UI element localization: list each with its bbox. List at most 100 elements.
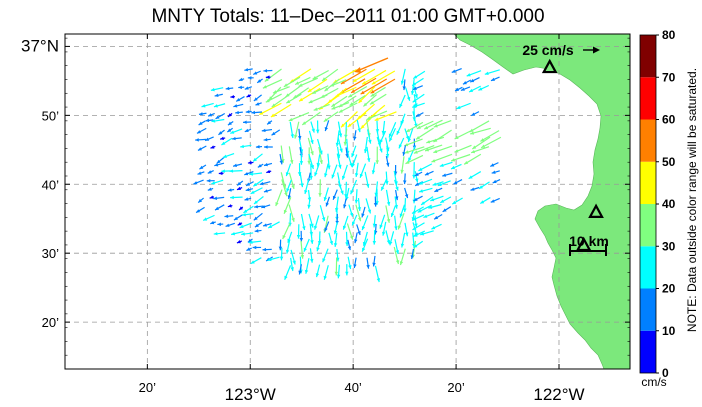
current-vector xyxy=(337,121,343,138)
current-vector xyxy=(231,230,244,236)
current-vector xyxy=(454,86,463,92)
current-vector xyxy=(253,70,261,75)
current-vector xyxy=(262,247,272,252)
current-vector xyxy=(366,146,371,162)
current-vector xyxy=(239,222,252,229)
current-vector xyxy=(222,153,235,159)
current-vector xyxy=(343,198,347,209)
current-vector xyxy=(210,220,216,225)
current-vector xyxy=(450,163,462,170)
plot-frame xyxy=(64,33,631,370)
current-vector xyxy=(218,171,224,176)
current-vector xyxy=(343,128,348,146)
current-vector xyxy=(336,153,342,169)
current-vector xyxy=(347,112,367,128)
current-vector xyxy=(451,197,463,205)
current-vector xyxy=(413,195,423,202)
current-vector xyxy=(357,198,362,211)
current-vector xyxy=(410,78,415,95)
current-vector xyxy=(307,78,328,93)
current-vector xyxy=(318,146,323,165)
current-vector xyxy=(323,265,329,280)
current-vector xyxy=(331,164,338,179)
current-vector xyxy=(247,160,254,165)
current-vector xyxy=(271,129,281,136)
current-vector xyxy=(353,130,357,141)
current-vector xyxy=(340,68,367,85)
current-vector xyxy=(288,204,295,222)
current-vector xyxy=(290,249,296,265)
current-vector xyxy=(451,68,462,74)
current-vector xyxy=(333,222,338,235)
current-vector xyxy=(230,95,235,99)
current-vector xyxy=(468,85,481,93)
current-vector xyxy=(404,187,409,199)
colorbar-tick-label: 40 xyxy=(662,197,676,211)
current-vector xyxy=(329,79,347,87)
coastline-land xyxy=(453,34,630,369)
current-vector xyxy=(323,111,339,123)
current-vector xyxy=(405,87,411,101)
current-vector xyxy=(399,94,406,108)
current-vector xyxy=(299,153,304,165)
current-vector xyxy=(300,213,306,231)
current-vector xyxy=(211,118,225,123)
current-vector xyxy=(250,257,262,265)
current-vector xyxy=(249,172,263,176)
speed-legend: 25 cm/s xyxy=(522,42,600,58)
current-vector xyxy=(379,214,386,229)
current-vector xyxy=(313,215,320,230)
current-vector xyxy=(254,221,263,228)
current-vector xyxy=(367,129,372,144)
current-vector xyxy=(370,86,386,98)
current-vector xyxy=(439,161,453,167)
current-vector xyxy=(294,121,300,139)
current-vector xyxy=(417,204,432,213)
current-vector xyxy=(490,197,500,203)
current-vector xyxy=(405,154,424,165)
current-vector xyxy=(418,187,433,193)
current-vector xyxy=(204,136,214,142)
current-vector xyxy=(230,195,243,200)
current-vector xyxy=(360,111,378,130)
current-vector xyxy=(484,69,500,75)
current-vector xyxy=(245,110,252,114)
current-vector xyxy=(405,121,424,133)
current-vector xyxy=(215,112,226,120)
current-vector xyxy=(394,179,399,191)
current-vector xyxy=(400,232,406,248)
latitude-labels: 37°N 50’ 40’ 30’ 20’ xyxy=(21,36,59,330)
current-vector xyxy=(492,179,501,184)
current-vector xyxy=(361,215,369,231)
current-vector xyxy=(285,239,291,254)
current-vector xyxy=(263,69,273,73)
current-vector xyxy=(337,137,343,153)
current-vector xyxy=(296,224,301,239)
current-vector xyxy=(314,163,320,177)
current-vector xyxy=(344,181,348,198)
current-vector xyxy=(263,137,271,142)
current-vector xyxy=(478,181,490,190)
current-vector xyxy=(342,215,349,230)
current-vector xyxy=(308,153,314,170)
current-vector xyxy=(428,203,442,209)
lon-tick-label: 122°W xyxy=(533,385,584,404)
current-vector xyxy=(414,171,419,183)
current-vector xyxy=(370,78,396,94)
current-vector xyxy=(219,136,226,140)
current-vector xyxy=(197,197,205,204)
current-vector xyxy=(246,247,252,252)
current-vector xyxy=(279,153,283,165)
current-vector xyxy=(310,121,315,133)
current-vector xyxy=(280,145,285,163)
current-vector xyxy=(388,122,397,138)
current-vector xyxy=(418,163,433,172)
current-vector xyxy=(442,172,453,177)
current-vector xyxy=(393,246,400,265)
current-vector xyxy=(227,188,235,192)
current-vector xyxy=(371,70,396,85)
current-vector xyxy=(471,136,491,150)
current-vector xyxy=(400,156,405,174)
current-vector xyxy=(490,162,499,167)
current-vector xyxy=(420,196,434,206)
